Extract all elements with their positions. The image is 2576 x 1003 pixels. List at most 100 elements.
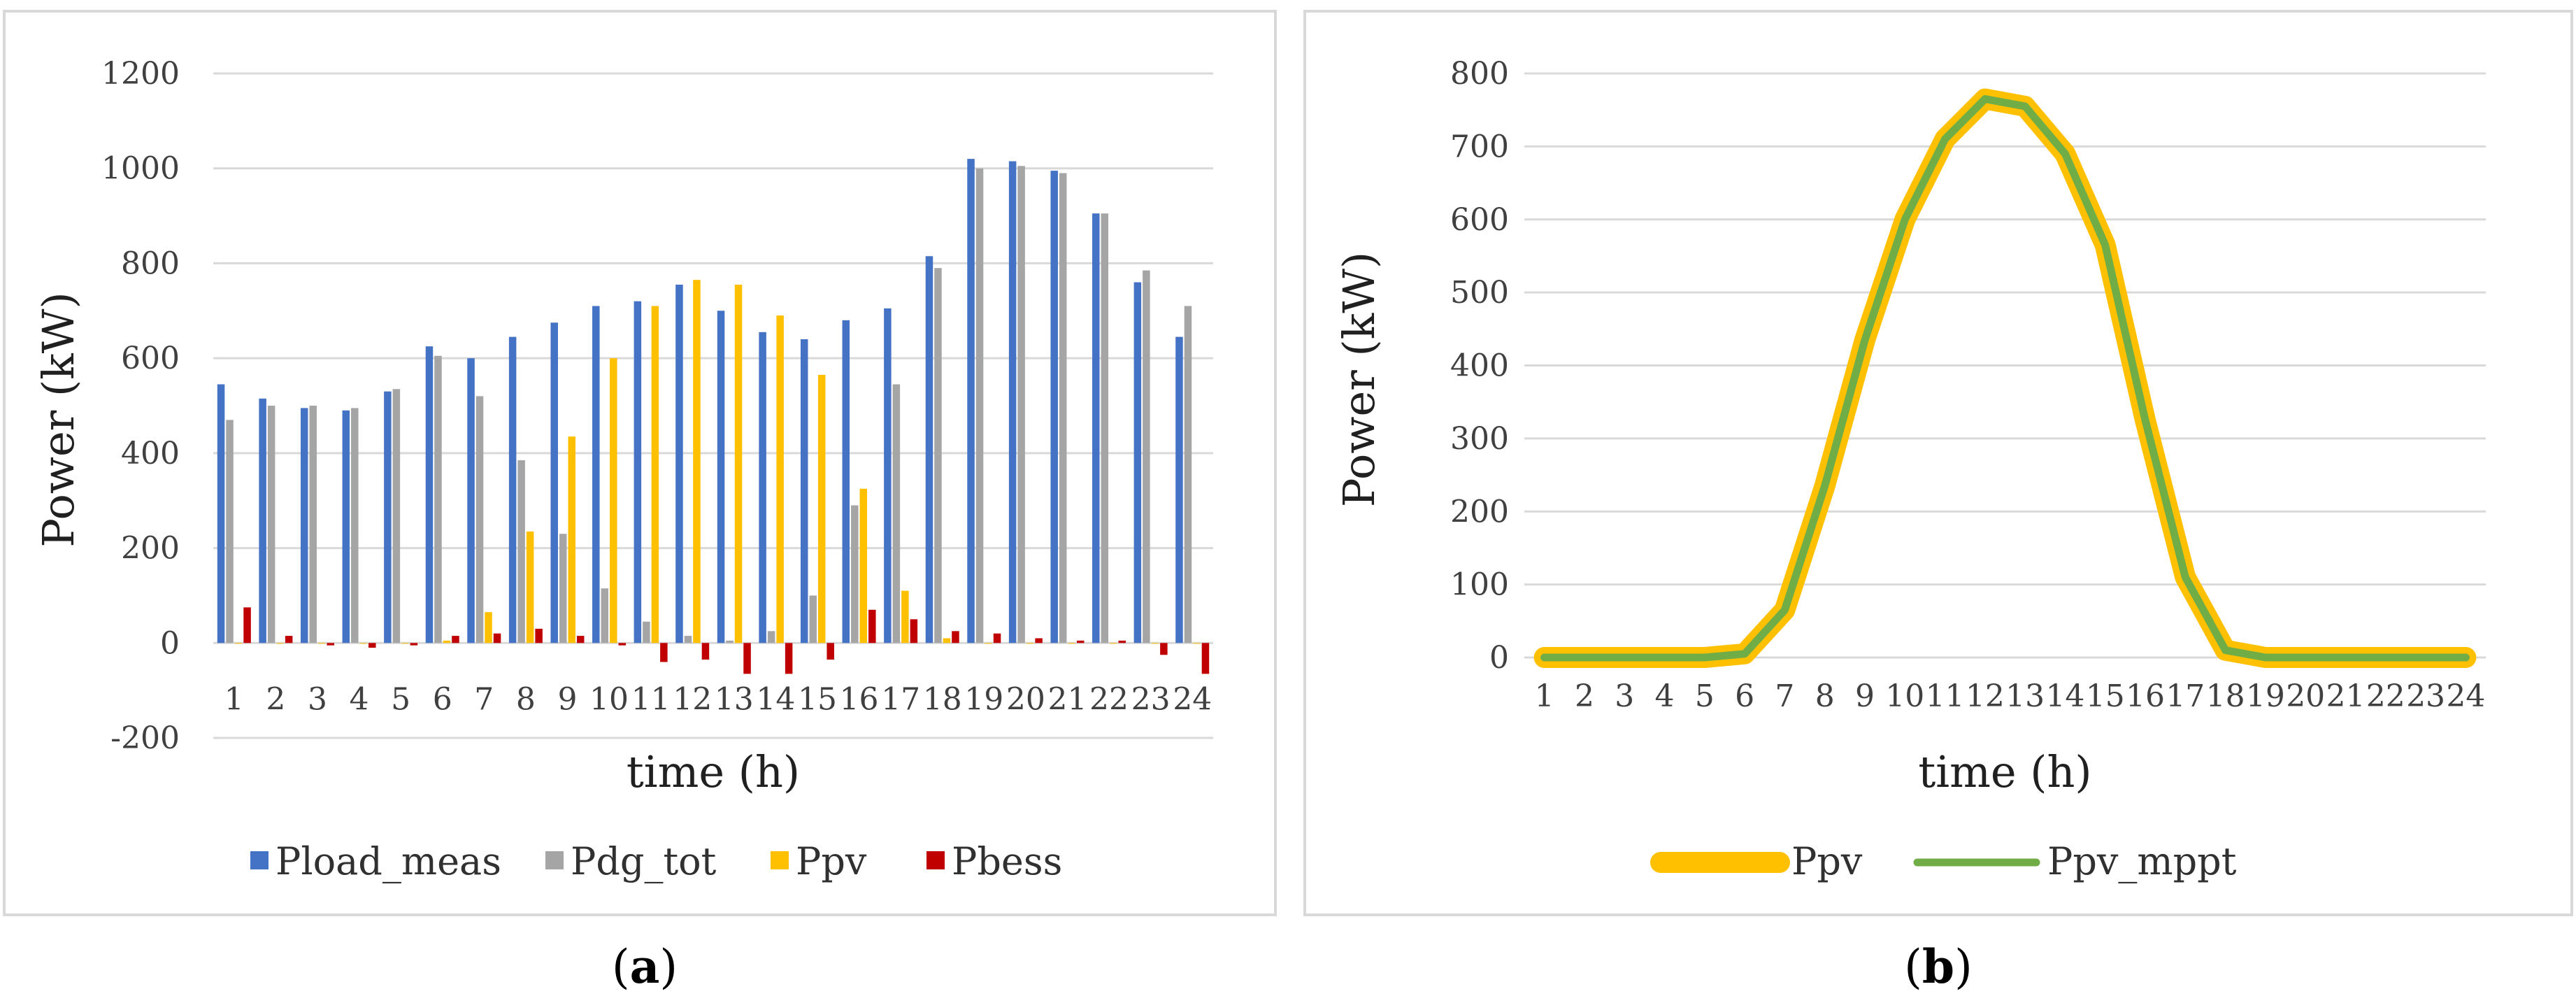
y-tick-label: -200: [110, 720, 180, 756]
bar-pload-meas: [1050, 171, 1058, 643]
bar-pload-meas: [634, 301, 642, 643]
y-tick-label: 200: [121, 531, 180, 567]
y-tick-label: 0: [1489, 640, 1509, 676]
legend-label: Pbess: [952, 839, 1062, 883]
x-tick-label: 9: [1855, 678, 1875, 714]
bar-ppv: [817, 374, 826, 643]
x-tick-label: 17: [2166, 678, 2205, 714]
x-tick-label: 20: [2286, 678, 2325, 714]
bar-pdg-tot: [267, 406, 276, 643]
legend-swatch: [545, 851, 564, 869]
x-tick-label: 8: [516, 681, 536, 717]
y-tick-label: 0: [160, 625, 180, 661]
y-tick-label: 600: [121, 341, 180, 376]
y-tick-label: 100: [1450, 567, 1509, 603]
x-tick-label: 5: [391, 681, 410, 717]
bar-pload-meas: [759, 332, 766, 643]
x-tick-label: 4: [1655, 678, 1675, 714]
y-tick-label: 700: [1450, 129, 1509, 164]
x-tick-label: 14: [2045, 678, 2084, 714]
y-tick-label: 300: [1450, 421, 1509, 457]
bar-pdg-tot: [1059, 173, 1067, 643]
bar-pbess: [1118, 640, 1126, 643]
x-axis-title: time (h): [1918, 746, 2091, 797]
x-tick-label: 18: [923, 681, 962, 717]
x-tick-label: 10: [1885, 678, 1924, 714]
bar-pbess: [1160, 643, 1168, 655]
x-tick-label: 23: [2406, 678, 2445, 714]
x-tick-label: 15: [798, 681, 837, 717]
bar-pload-meas: [1175, 336, 1183, 643]
bar-pdg-tot: [392, 389, 401, 643]
legend-label: Pdg_tot: [571, 839, 717, 883]
bar-pbess: [368, 643, 376, 648]
bar-pbess: [827, 643, 834, 660]
legend-swatch: [250, 851, 269, 869]
x-tick-label: 13: [715, 681, 754, 717]
bar-pdg-tot: [559, 534, 567, 643]
x-tick-label: 16: [840, 681, 879, 717]
bar-pload-meas: [675, 284, 683, 643]
bar-pbess: [1201, 643, 1210, 674]
bar-pload-meas: [550, 322, 558, 643]
bar-pload-meas: [1133, 282, 1142, 643]
x-tick-label: 9: [557, 681, 577, 717]
bar-ppv: [568, 436, 575, 643]
x-tick-label: 19: [964, 681, 1003, 717]
x-tick-label: 6: [1735, 678, 1754, 714]
x-tick-label: 24: [1173, 681, 1212, 717]
bar-pload-meas: [800, 339, 808, 643]
bar-pbess: [993, 633, 1001, 643]
x-tick-label: 1: [1535, 678, 1554, 714]
bar-pdg-tot: [684, 636, 692, 643]
y-tick-label: 500: [1450, 275, 1509, 311]
bar-pbess: [743, 643, 751, 674]
bar-pdg-tot: [643, 621, 650, 643]
bar-pbess: [285, 636, 293, 643]
legend-swatch: [771, 851, 789, 869]
bar-ppv: [943, 638, 951, 643]
bar-pdg-tot: [726, 640, 734, 643]
bar-ppv: [776, 315, 784, 643]
bar-pload-meas: [508, 336, 517, 643]
bar-pdg-tot: [351, 408, 359, 643]
x-tick-label: 14: [756, 681, 795, 717]
x-tick-label: 22: [1089, 681, 1129, 717]
y-tick-label: 400: [121, 436, 180, 471]
x-tick-label: 21: [2326, 678, 2365, 714]
x-tick-label: 20: [1006, 681, 1045, 717]
legend-label: Pload_meas: [276, 839, 501, 883]
bar-ppv: [734, 284, 743, 643]
bar-pdg-tot: [975, 168, 984, 643]
bar-pbess: [1035, 638, 1043, 643]
bar-ppv: [901, 590, 909, 643]
bar-pload-meas: [384, 391, 392, 643]
legend-label: Ppv: [796, 839, 867, 883]
x-tick-label: 11: [1926, 678, 1965, 714]
bar-pload-meas: [967, 159, 975, 643]
bar-pbess: [910, 619, 918, 643]
bar-pdg-tot: [809, 595, 817, 643]
y-tick-label: 200: [1450, 494, 1509, 529]
y-tick-label: 800: [1450, 56, 1509, 92]
bar-pbess: [701, 643, 710, 660]
bar-ppv: [859, 488, 868, 643]
bar-pload-meas: [592, 306, 600, 643]
caption-b: (b): [1904, 939, 1973, 994]
x-tick-label: 7: [474, 681, 494, 717]
x-tick-label: 2: [266, 681, 285, 717]
x-tick-label: 18: [2206, 678, 2245, 714]
x-tick-label: 2: [1575, 678, 1594, 714]
bar-pdg-tot: [517, 460, 525, 643]
x-tick-label: 3: [1615, 678, 1634, 714]
x-tick-label: 1: [224, 681, 244, 717]
bar-pdg-tot: [1143, 270, 1150, 643]
bar-pload-meas: [342, 410, 350, 643]
caption-a: (a): [612, 939, 678, 994]
y-tick-label: 600: [1450, 202, 1509, 238]
bar-pbess: [785, 643, 793, 674]
x-tick-label: 19: [2246, 678, 2285, 714]
x-tick-label: 10: [589, 681, 629, 717]
x-tick-label: 12: [1966, 678, 2005, 714]
